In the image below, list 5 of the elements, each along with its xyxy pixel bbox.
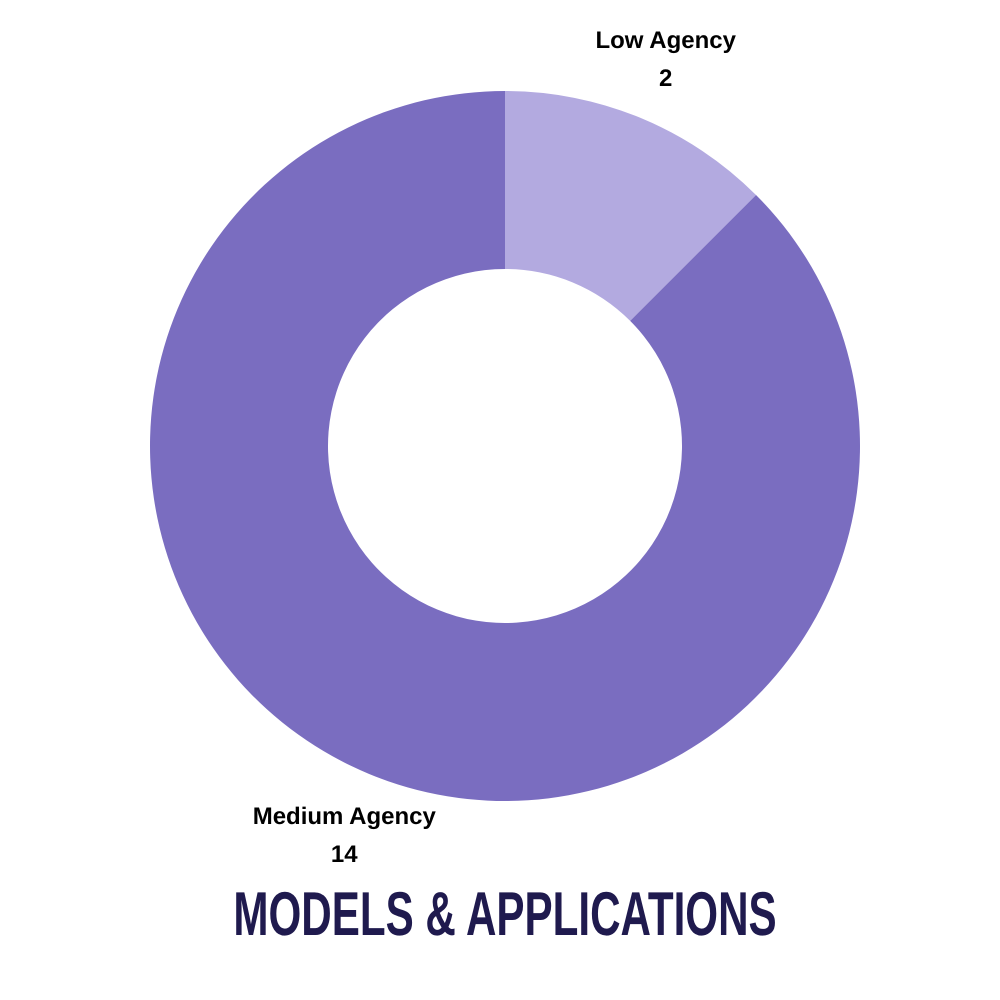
slice-label: Low Agency (595, 26, 737, 54)
data-label: 14 (330, 841, 358, 868)
slice-label: Medium Agency (252, 803, 436, 830)
data-label: 2 (659, 64, 672, 92)
text: MODELS & APPLICATIONS (233, 880, 777, 950)
